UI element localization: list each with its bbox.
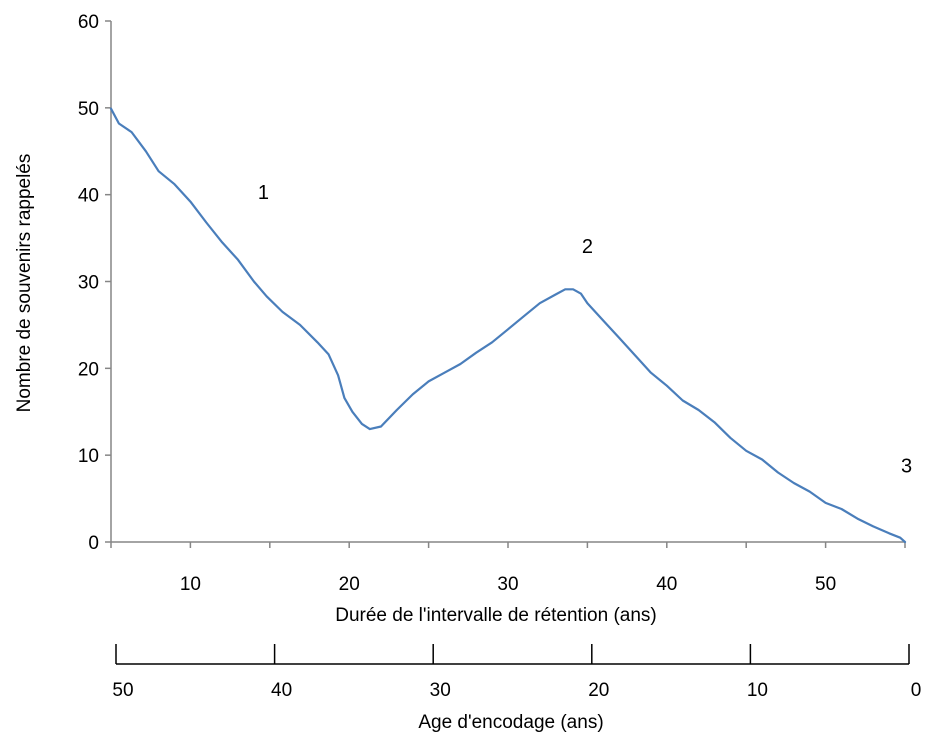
secondary-tick-label: 40 bbox=[271, 680, 292, 701]
y-tick-label: 50 bbox=[78, 99, 99, 120]
x-axis-retention: 10 20 30 40 50 bbox=[110, 541, 906, 595]
y-axis-title: Nombre de souvenirs rappelés bbox=[14, 154, 35, 413]
annotation-label: 3 bbox=[901, 456, 912, 478]
secondary-tick-label: 10 bbox=[747, 680, 768, 701]
annotation-layer: 1 2 3 bbox=[258, 182, 912, 478]
annotation-label: 1 bbox=[258, 182, 269, 204]
y-tick-label: 10 bbox=[78, 446, 99, 467]
y-tick-label: 30 bbox=[78, 273, 99, 294]
y-tick-label: 40 bbox=[78, 186, 99, 207]
y-tick-label: 0 bbox=[88, 533, 99, 554]
x-tick-label: 40 bbox=[656, 574, 677, 595]
x-tick-label: 50 bbox=[815, 574, 836, 595]
secondary-tick-label: 0 bbox=[911, 680, 922, 701]
secondary-tick-label: 20 bbox=[588, 680, 609, 701]
secondary-tick-label: 30 bbox=[430, 680, 451, 701]
x-tick-label: 10 bbox=[180, 574, 201, 595]
x-axis-encoding-age: 50 40 30 20 10 0 bbox=[112, 644, 921, 701]
x-tick-label: 30 bbox=[497, 574, 518, 595]
secondary-tick-label: 50 bbox=[112, 680, 133, 701]
secondary-axis-title: Age d'encodage (ans) bbox=[418, 712, 603, 733]
y-tick-label: 60 bbox=[78, 12, 99, 33]
series-layer bbox=[109, 107, 907, 544]
y-tick-label: 20 bbox=[78, 359, 99, 380]
annotation-label: 2 bbox=[582, 236, 593, 258]
y-axis: 0 10 20 30 40 50 60 bbox=[78, 12, 112, 554]
series-line bbox=[109, 107, 907, 544]
x-tick-label: 20 bbox=[339, 574, 360, 595]
x-axis-title: Durée de l'intervalle de rétention (ans) bbox=[335, 605, 657, 626]
